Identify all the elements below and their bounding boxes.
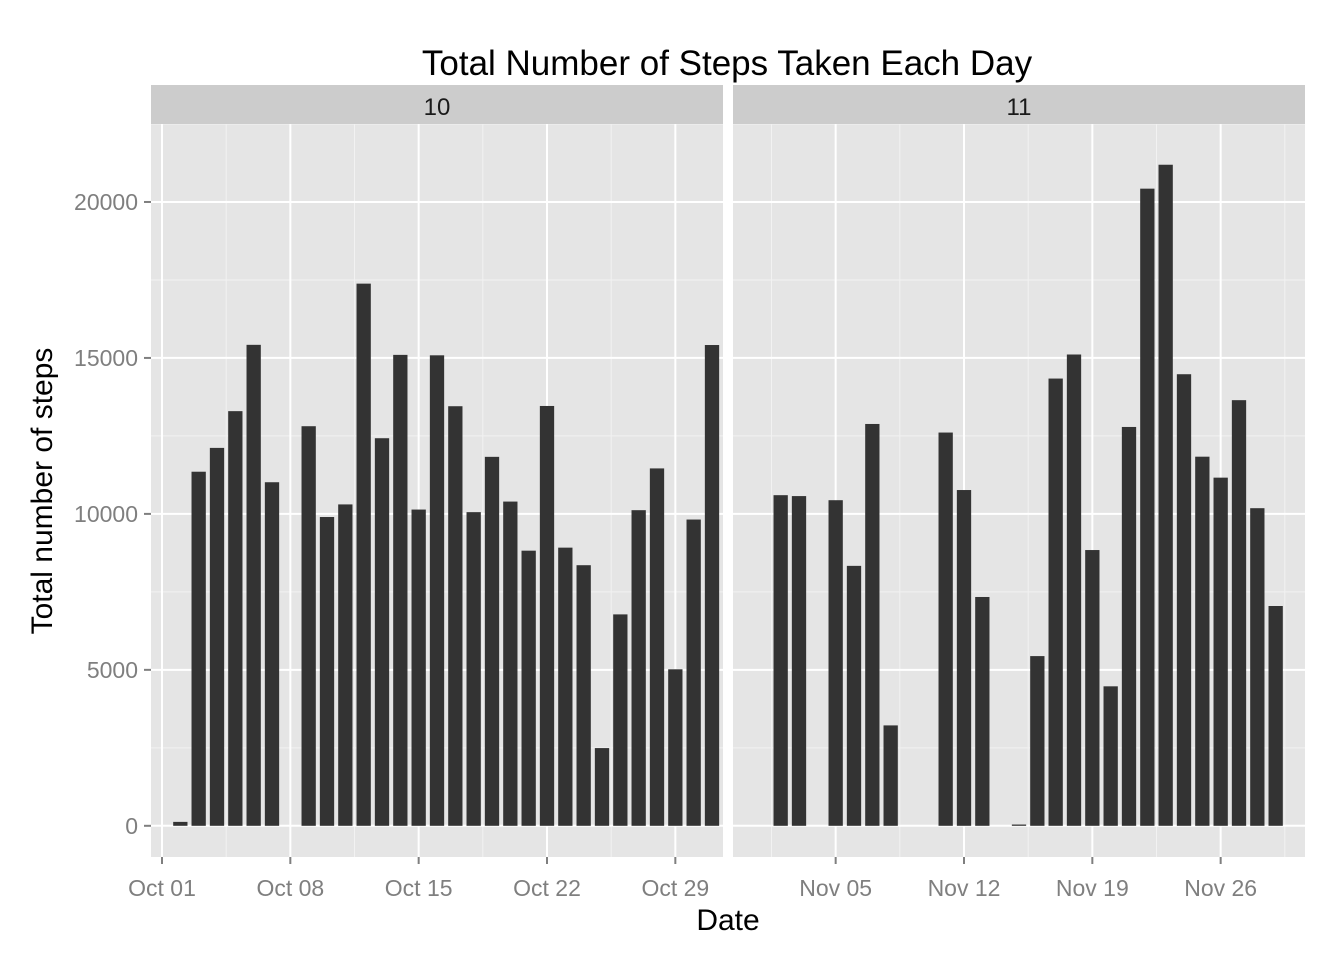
bar (466, 512, 481, 826)
y-tick-label: 0 (125, 813, 138, 839)
bar (374, 438, 390, 826)
bar (1195, 456, 1210, 826)
bar (1030, 656, 1045, 826)
y-tick-label: 20000 (74, 189, 138, 215)
bar (828, 500, 843, 826)
bar (191, 471, 206, 826)
bar (883, 725, 898, 826)
y-axis: 0 5000 10000 15000 20000 (74, 189, 151, 839)
bar (558, 547, 573, 826)
y-axis-title: Total number of steps (26, 348, 59, 635)
bar (1158, 164, 1173, 826)
bar (356, 283, 371, 826)
x-tick-label: Nov 26 (1184, 875, 1257, 901)
bar (1176, 374, 1192, 826)
bar (791, 496, 807, 826)
x-tick-label: Oct 22 (513, 875, 581, 901)
bar (975, 596, 990, 826)
bar (1250, 508, 1265, 826)
bar (1140, 188, 1155, 826)
bar (448, 406, 463, 826)
bar (264, 482, 280, 826)
bar (1011, 824, 1027, 826)
bar (301, 426, 316, 826)
facet-strip-label: 10 (424, 94, 451, 121)
bar (938, 432, 953, 826)
bar (668, 669, 683, 826)
bar (503, 501, 518, 826)
bar (773, 495, 788, 826)
x-tick-label: Oct 08 (256, 875, 324, 901)
bar (539, 405, 555, 826)
panel-november: Nov 05 Nov 12 Nov 19 Nov 26 11 (733, 85, 1305, 901)
bar (704, 345, 720, 826)
bar (1231, 400, 1247, 826)
facet-strip (151, 85, 723, 124)
facet-strip (733, 85, 1305, 124)
bar (631, 510, 646, 826)
bar (686, 519, 701, 826)
bar (1213, 477, 1228, 826)
bar (393, 354, 408, 826)
bar (865, 423, 880, 826)
bar (613, 614, 628, 826)
bar (846, 565, 862, 826)
bar (594, 748, 610, 826)
facet-strip-label: 11 (1007, 94, 1032, 121)
bar (1048, 378, 1063, 826)
x-tick-label: Oct 01 (128, 875, 196, 901)
bar (338, 504, 353, 826)
chart-title: Total Number of Steps Taken Each Day (422, 44, 1033, 83)
y-tick-label: 10000 (74, 501, 138, 527)
bar (1085, 550, 1100, 826)
bar (173, 821, 188, 826)
panel-background (733, 124, 1305, 857)
x-tick-label: Nov 05 (799, 875, 872, 901)
bar (576, 565, 591, 826)
bar (484, 456, 500, 826)
bar (209, 447, 225, 826)
y-tick-label: 15000 (74, 345, 138, 371)
x-axis-title: Date (696, 904, 759, 937)
bar (319, 517, 335, 826)
bar (521, 550, 536, 826)
bar (1121, 426, 1137, 826)
panel-october: Oct 01 Oct 08 Oct 15 Oct 22 Oct 29 10 (128, 85, 723, 901)
bar (1103, 686, 1118, 826)
x-tick-label: Oct 29 (641, 875, 709, 901)
bar (1066, 354, 1082, 826)
bar (228, 411, 243, 826)
x-tick-label: Nov 19 (1056, 875, 1129, 901)
bar (411, 509, 426, 826)
bar (429, 355, 445, 826)
bar (1268, 606, 1283, 826)
bar (246, 344, 261, 826)
y-tick-label: 5000 (87, 657, 138, 683)
bar (956, 490, 972, 826)
x-tick-label: Oct 15 (385, 875, 453, 901)
bar (649, 468, 665, 826)
x-tick-label: Nov 12 (928, 875, 1001, 901)
